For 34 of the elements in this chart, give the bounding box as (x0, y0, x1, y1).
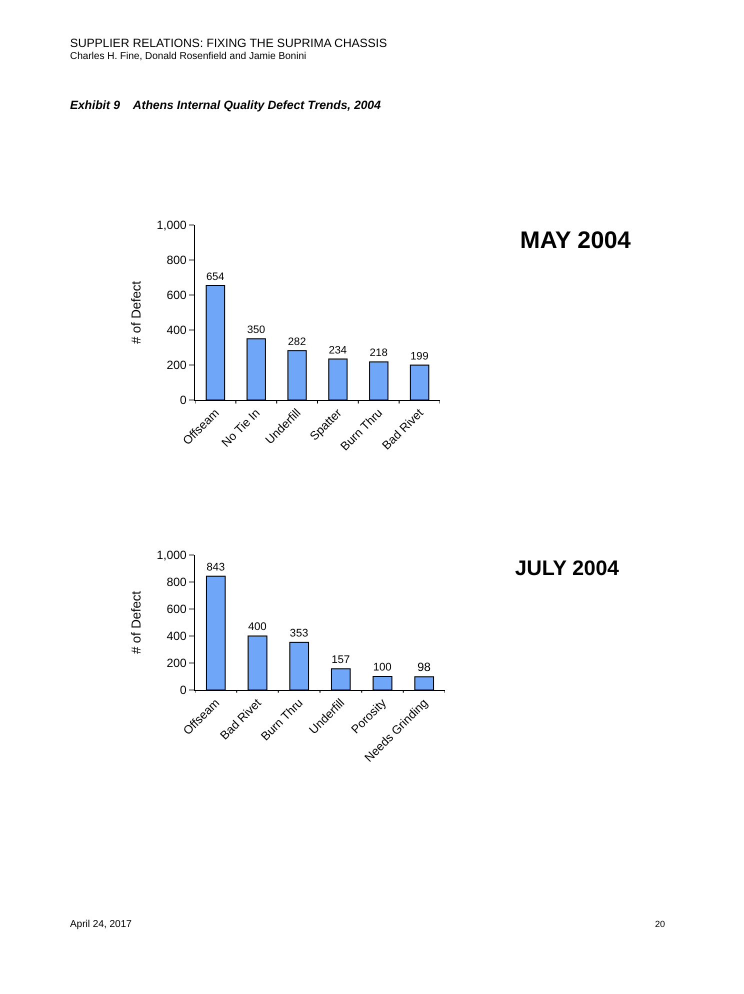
y-tick-label: 1,000 (156, 548, 187, 562)
y-tick-label: 800 (166, 253, 187, 268)
text: April 24, 2017 (70, 919, 132, 930)
data-label: 654 (206, 270, 224, 283)
text: SUPPLIER RELATIONS: FIXING THE SUPRIMA CHASSIS (70, 36, 387, 50)
y-tick-label: 200 (166, 358, 187, 372)
y-tick-label: 0 (180, 393, 187, 408)
y-tick-label: 0 (180, 683, 187, 698)
data-label: 353 (290, 628, 308, 640)
data-label: 282 (288, 336, 306, 348)
y-axis-title: # of Defect (128, 280, 144, 344)
text: Charles H. Fine, Donald Rosenfield and Jamie Bonini (70, 51, 306, 62)
data-label: 100 (373, 662, 392, 674)
data-label: 157 (331, 654, 350, 666)
y-tick-label: 200 (166, 656, 187, 670)
data-label: 843 (206, 561, 225, 574)
data-label: 234 (328, 344, 347, 356)
text: MAY 2004 (520, 227, 632, 254)
text: Exhibit 9 Athens Internal Quality Defect Trends, 2004 (70, 98, 381, 112)
data-label: 218 (370, 347, 388, 360)
y-axis-title: # of Defect (128, 590, 144, 654)
y-tick-label: 400 (166, 323, 187, 338)
y-tick-label: 600 (166, 602, 187, 616)
data-label: 350 (247, 324, 266, 336)
text: 20 (655, 919, 666, 929)
data-label: 199 (410, 350, 428, 362)
y-tick-label: 800 (166, 575, 187, 590)
y-tick-label: 600 (166, 288, 187, 302)
data-label: 400 (248, 621, 267, 634)
text: JULY 2004 (515, 557, 620, 580)
x-tick-label: No Tie In (218, 406, 263, 450)
data-label: 98 (417, 660, 431, 674)
y-tick-label: 400 (166, 629, 187, 644)
y-tick-label: 1,000 (156, 218, 187, 232)
